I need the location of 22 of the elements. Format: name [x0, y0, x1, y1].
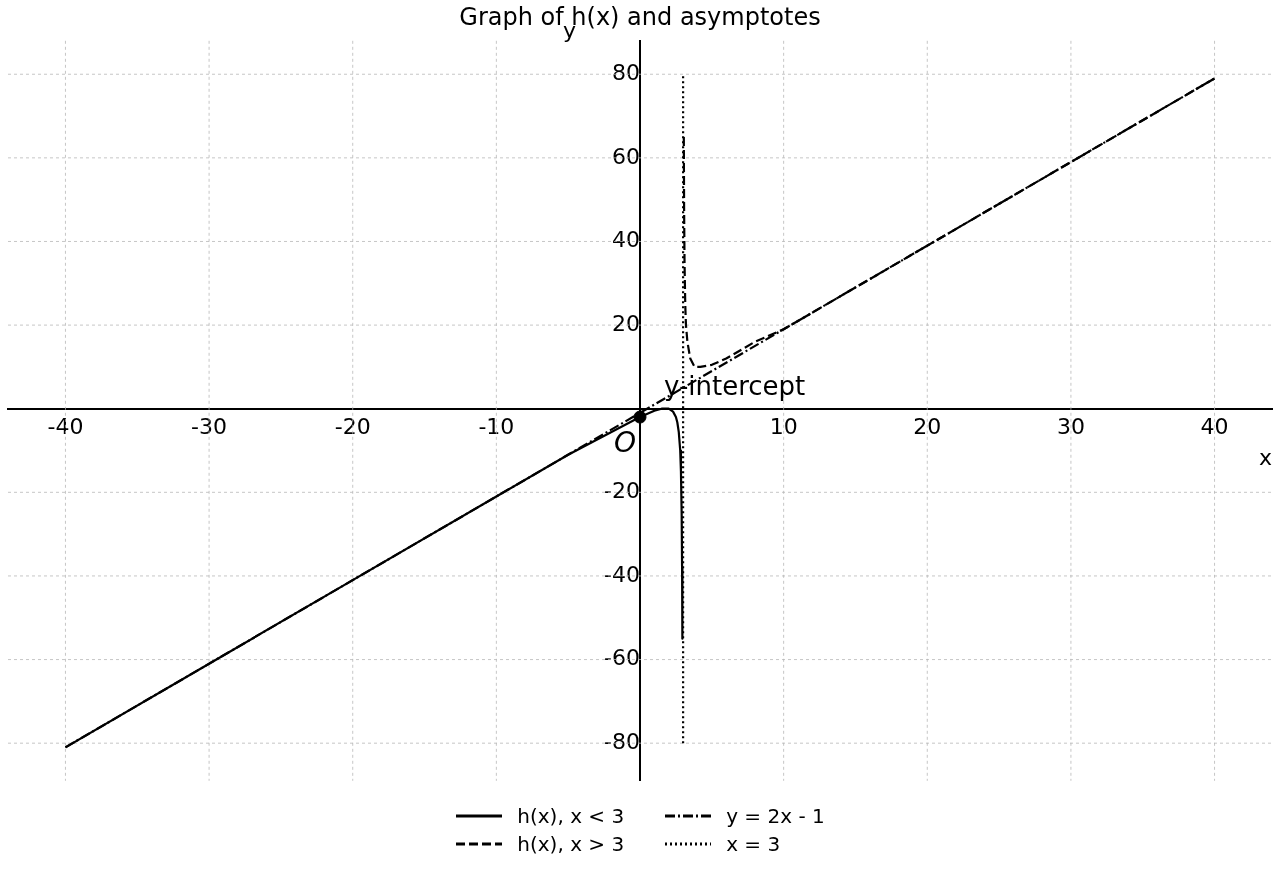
x-tick-label: -20 [334, 413, 371, 439]
x-tick-label: -40 [47, 413, 84, 439]
x-tick-label: 30 [1056, 413, 1085, 439]
y-tick-label: 60 [612, 143, 640, 169]
x-tick-label: 10 [769, 413, 798, 439]
x-tick-label: -10 [478, 413, 515, 439]
legend-label: h(x), x > 3 [517, 832, 625, 856]
x-tick-label: 40 [1200, 413, 1229, 439]
x-axis-title: x [1258, 445, 1272, 471]
y-tick-label: -40 [604, 561, 640, 587]
x-tick-label: -30 [191, 413, 228, 439]
x-tick-label: 20 [913, 413, 942, 439]
annotation: O [613, 425, 636, 459]
y-tick-label: -60 [604, 645, 640, 671]
y-tick-label: 20 [612, 310, 640, 336]
y-tick-label: 80 [612, 59, 640, 85]
y-tick-label: -20 [604, 478, 640, 504]
legend-label: x = 3 [726, 832, 781, 856]
y-tick-label: -80 [604, 728, 640, 754]
legend-label: h(x), x < 3 [517, 804, 625, 828]
legend-label: y = 2x - 1 [726, 804, 825, 828]
y-tick-label: 40 [612, 227, 640, 253]
